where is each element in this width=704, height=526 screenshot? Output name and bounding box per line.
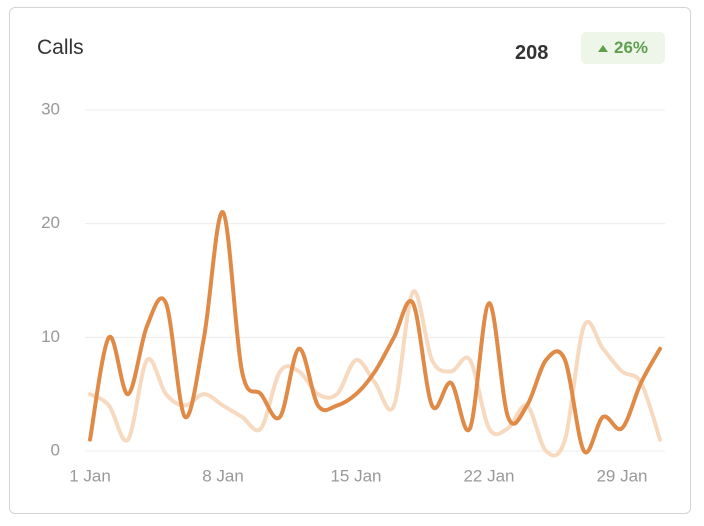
line: [88, 289, 662, 458]
card: Calls 208 26%: [9, 7, 691, 514]
change-value: 26%: [613, 38, 649, 57]
line: [88, 210, 662, 455]
x-tick-label: 22 Jan: [463, 466, 514, 485]
y-tick-label: 20: [41, 213, 60, 232]
x-tick-label: 8 Jan: [202, 466, 244, 485]
y-tick-label: 10: [41, 327, 60, 346]
y-tick-label: 0: [51, 440, 60, 459]
y-tick-label: 30: [41, 99, 60, 118]
change-badge: 26%: [581, 32, 665, 64]
x-tick-label: 1 Jan: [69, 466, 111, 485]
x-tick-label: 29 Jan: [596, 466, 647, 485]
card-title: Calls: [37, 36, 84, 59]
x-tick-label: 15 Jan: [330, 466, 381, 485]
total: 208: [515, 42, 549, 64]
up-arrow: [597, 45, 608, 52]
